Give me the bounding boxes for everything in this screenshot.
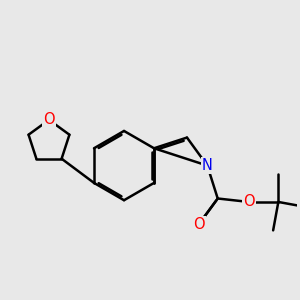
Text: N: N (202, 158, 213, 173)
Text: O: O (43, 112, 55, 128)
Text: O: O (193, 217, 205, 232)
Text: O: O (243, 194, 255, 209)
